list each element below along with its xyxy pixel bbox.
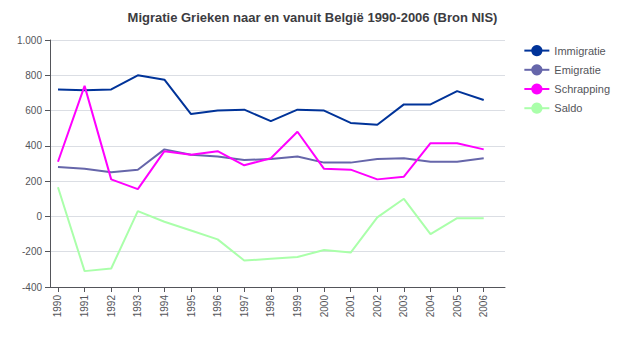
svg-text:1998: 1998 xyxy=(265,295,276,318)
svg-text:0: 0 xyxy=(36,211,42,222)
svg-text:1.000: 1.000 xyxy=(17,35,42,46)
svg-text:2002: 2002 xyxy=(372,295,383,318)
svg-text:-400: -400 xyxy=(22,282,42,293)
svg-text:2006: 2006 xyxy=(478,295,489,318)
svg-text:Saldo: Saldo xyxy=(554,102,582,114)
svg-text:1996: 1996 xyxy=(212,295,223,318)
svg-text:2003: 2003 xyxy=(398,295,409,318)
svg-text:2001: 2001 xyxy=(345,295,356,318)
svg-text:1993: 1993 xyxy=(132,295,143,318)
svg-text:Migratie Grieken naar en vanui: Migratie Grieken naar en vanuit België 1… xyxy=(128,10,498,25)
svg-text:2004: 2004 xyxy=(425,295,436,318)
svg-text:1995: 1995 xyxy=(186,295,197,318)
svg-text:Emigratie: Emigratie xyxy=(554,64,600,76)
svg-text:Immigratie: Immigratie xyxy=(554,45,605,57)
svg-text:600: 600 xyxy=(25,105,42,116)
svg-text:2000: 2000 xyxy=(319,295,330,318)
svg-text:1999: 1999 xyxy=(292,295,303,318)
svg-text:1994: 1994 xyxy=(159,295,170,318)
svg-text:Schrapping: Schrapping xyxy=(554,83,610,95)
svg-text:400: 400 xyxy=(25,140,42,151)
svg-text:800: 800 xyxy=(25,70,42,81)
svg-text:1992: 1992 xyxy=(106,295,117,318)
svg-text:-200: -200 xyxy=(22,246,42,257)
svg-text:200: 200 xyxy=(25,176,42,187)
svg-text:2005: 2005 xyxy=(452,295,463,318)
svg-text:1990: 1990 xyxy=(52,295,63,318)
svg-text:1991: 1991 xyxy=(79,295,90,318)
svg-text:1997: 1997 xyxy=(239,295,250,318)
